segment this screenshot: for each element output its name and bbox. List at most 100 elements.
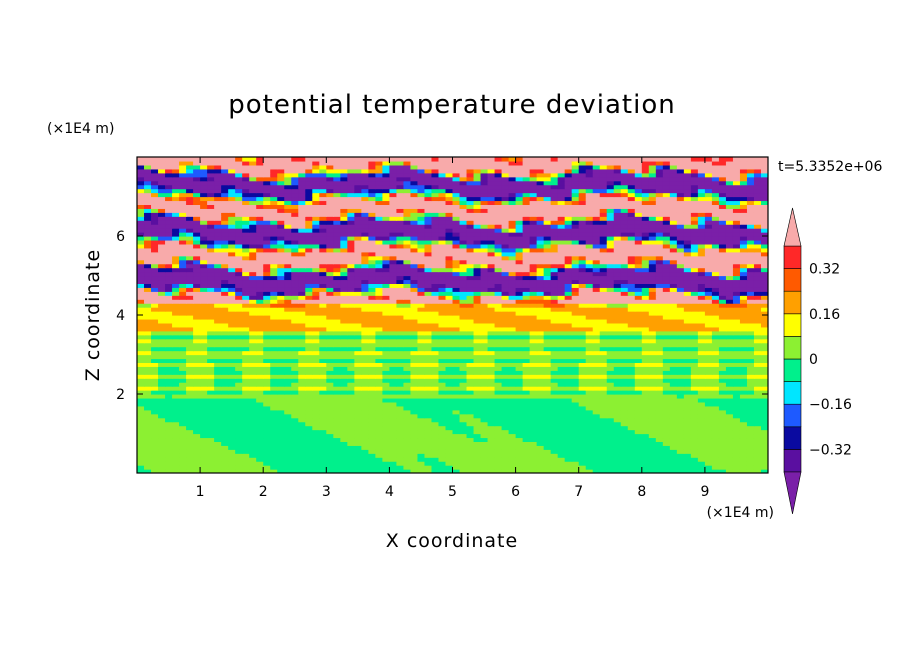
- contour-cell: [221, 425, 229, 431]
- contour-cell: [263, 318, 271, 324]
- contour-cell: [459, 322, 468, 328]
- contour-cell: [368, 350, 376, 356]
- contour-cell: [263, 429, 271, 435]
- contour-cell: [501, 425, 510, 431]
- contour-cell: [361, 338, 369, 344]
- contour-cell: [641, 311, 650, 316]
- contour-cell: [438, 354, 447, 360]
- contour-cell: [438, 330, 447, 336]
- contour-cell: [718, 295, 727, 300]
- contour-cell: [473, 366, 482, 371]
- contour-cell: [137, 429, 145, 435]
- contour-cell: [242, 283, 250, 288]
- contour-cell: [298, 370, 306, 375]
- contour-cell: [319, 311, 327, 316]
- contour-cell: [305, 358, 313, 363]
- contour-cell: [732, 413, 741, 419]
- contour-cell: [466, 354, 475, 360]
- contour-cell: [221, 267, 229, 273]
- contour-cell: [445, 350, 454, 356]
- contour-cell: [662, 362, 671, 367]
- contour-cell: [627, 413, 636, 419]
- contour-cell: [690, 382, 699, 387]
- contour-cell: [382, 453, 390, 458]
- contour-cell: [151, 417, 159, 423]
- contour-cell: [585, 315, 594, 320]
- contour-cell: [648, 437, 657, 442]
- contour-cell: [214, 338, 222, 344]
- contour-cell: [137, 330, 145, 336]
- contour-cell: [529, 405, 538, 411]
- contour-cell: [634, 465, 643, 470]
- contour-cell: [501, 354, 510, 360]
- contour-cell: [704, 405, 713, 411]
- contour-cell: [697, 386, 706, 391]
- contour-cell: [410, 283, 419, 288]
- contour-cell: [137, 291, 145, 296]
- contour-cell: [410, 279, 419, 284]
- contour-cell: [550, 338, 559, 344]
- contour-cell: [480, 401, 489, 407]
- contour-cell: [137, 374, 145, 379]
- contour-cell: [711, 425, 720, 431]
- contour-cell: [312, 330, 320, 336]
- contour-cell: [326, 295, 334, 300]
- contour-cell: [242, 318, 250, 324]
- contour-cell: [655, 433, 664, 439]
- contour-cell: [256, 457, 264, 462]
- contour-cell: [256, 397, 264, 403]
- contour-cell: [165, 311, 173, 316]
- contour-cell: [165, 465, 173, 470]
- contour-cell: [256, 378, 264, 383]
- contour-cell: [641, 338, 650, 344]
- contour-cell: [480, 421, 489, 427]
- contour-cell: [291, 405, 299, 411]
- contour-cell: [144, 287, 152, 292]
- contour-cell: [459, 461, 468, 466]
- contour-cell: [732, 437, 741, 442]
- contour-cell: [256, 394, 264, 399]
- contour-cell: [739, 267, 748, 273]
- contour-cell: [655, 397, 664, 403]
- contour-cell: [648, 342, 657, 348]
- contour-cell: [578, 283, 587, 288]
- contour-cell: [256, 465, 264, 470]
- contour-cell: [270, 267, 278, 273]
- contour-cell: [263, 338, 271, 344]
- contour-cell: [214, 275, 222, 281]
- contour-cell: [655, 358, 664, 363]
- contour-cell: [746, 322, 755, 328]
- contour-cell: [312, 429, 320, 435]
- contour-cell: [522, 346, 531, 352]
- contour-cell: [620, 315, 629, 320]
- contour-cell: [291, 394, 299, 399]
- contour-cell: [508, 279, 517, 284]
- contour-cell: [690, 322, 699, 328]
- contour-cell: [669, 409, 678, 415]
- contour-cell: [529, 382, 538, 387]
- contour-cell: [312, 394, 320, 399]
- contour-cell: [291, 303, 299, 308]
- contour-cell: [235, 295, 243, 300]
- contour-cell: [368, 457, 376, 462]
- contour-cell: [179, 461, 187, 466]
- contour-cell: [522, 338, 531, 344]
- contour-cell: [480, 461, 489, 466]
- contour-cell: [592, 330, 601, 336]
- contour-cell: [200, 283, 208, 288]
- contour-cell: [256, 461, 264, 466]
- contour-cell: [620, 394, 629, 399]
- contour-cell: [585, 465, 594, 470]
- contour-cell: [480, 358, 489, 363]
- contour-cell: [487, 453, 496, 458]
- contour-cell: [606, 287, 615, 292]
- contour-cell: [375, 397, 383, 403]
- contour-cell: [550, 413, 559, 419]
- contour-cell: [543, 457, 552, 462]
- contour-cell: [291, 445, 299, 450]
- contour-cell: [669, 303, 678, 308]
- contour-cell: [340, 397, 348, 403]
- contour-cell: [557, 271, 566, 277]
- contour-cell: [557, 287, 566, 292]
- contour-cell: [389, 441, 398, 446]
